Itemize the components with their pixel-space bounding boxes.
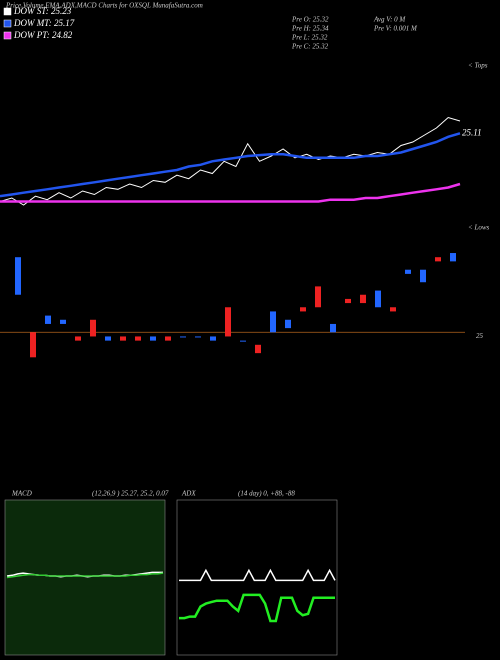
legend-swatch — [3, 31, 12, 40]
adx-panel — [176, 499, 338, 656]
macd-subtitle: (12,26,9 ) 25.27, 25.2, 0.07 — [92, 490, 169, 498]
adx-subtitle: (14 day) 0, +88, -88 — [238, 490, 295, 498]
legend-label: DOW ST: 25.23 — [13, 6, 72, 16]
adx-title: ADX — [181, 490, 196, 498]
series-line — [0, 116, 461, 206]
candle — [15, 257, 21, 295]
series-line — [179, 593, 335, 623]
candle — [210, 336, 216, 341]
candle — [105, 336, 111, 341]
candle — [60, 319, 66, 324]
volume: Avg V: 0 M — [373, 16, 406, 24]
candle — [45, 315, 51, 324]
candle — [195, 336, 201, 338]
candle — [30, 332, 36, 358]
legend-swatch — [3, 19, 12, 28]
stat: Pre C: 25.32 — [291, 43, 329, 51]
series-line — [0, 182, 461, 203]
annotation: < Tops — [468, 62, 488, 70]
candle — [405, 269, 411, 274]
legend-label: DOW PT: 24.82 — [13, 30, 73, 40]
candle — [135, 336, 141, 341]
candle — [285, 319, 291, 329]
legend-swatch — [3, 7, 12, 16]
candle — [435, 257, 441, 262]
candle — [375, 290, 381, 308]
candle — [420, 269, 426, 283]
candle — [165, 336, 171, 341]
candle — [345, 298, 351, 304]
candle — [360, 294, 366, 304]
page-title: Price,Volume,EMA,ADX,MACD Charts for OXS… — [5, 2, 203, 10]
candle — [450, 253, 456, 262]
candle — [180, 336, 186, 338]
candle — [225, 307, 231, 337]
candle — [150, 336, 156, 341]
candle — [315, 286, 321, 308]
annotation: < Lows — [468, 224, 490, 232]
candle — [90, 319, 96, 337]
candle — [75, 336, 81, 341]
stat: Pre H: 25.34 — [291, 25, 329, 33]
candle — [330, 323, 336, 333]
candle — [120, 336, 126, 341]
candle — [300, 307, 306, 312]
stat: Pre O: 25.32 — [291, 16, 329, 24]
candle — [270, 311, 276, 333]
macd-panel — [4, 499, 166, 656]
stat: Pre L: 25.32 — [291, 34, 328, 42]
macd-title: MACD — [11, 490, 32, 498]
candle — [240, 340, 246, 342]
price-marker: 25.11 — [462, 127, 482, 137]
level-label: 25 — [476, 332, 484, 340]
series-line — [179, 568, 336, 582]
volume: Pre V: 0.001 M — [373, 25, 418, 33]
series-line — [6, 572, 164, 579]
series-line — [0, 132, 461, 198]
candle — [390, 307, 396, 312]
legend-label: DOW MT: 25.17 — [13, 18, 75, 28]
candle — [255, 344, 261, 354]
